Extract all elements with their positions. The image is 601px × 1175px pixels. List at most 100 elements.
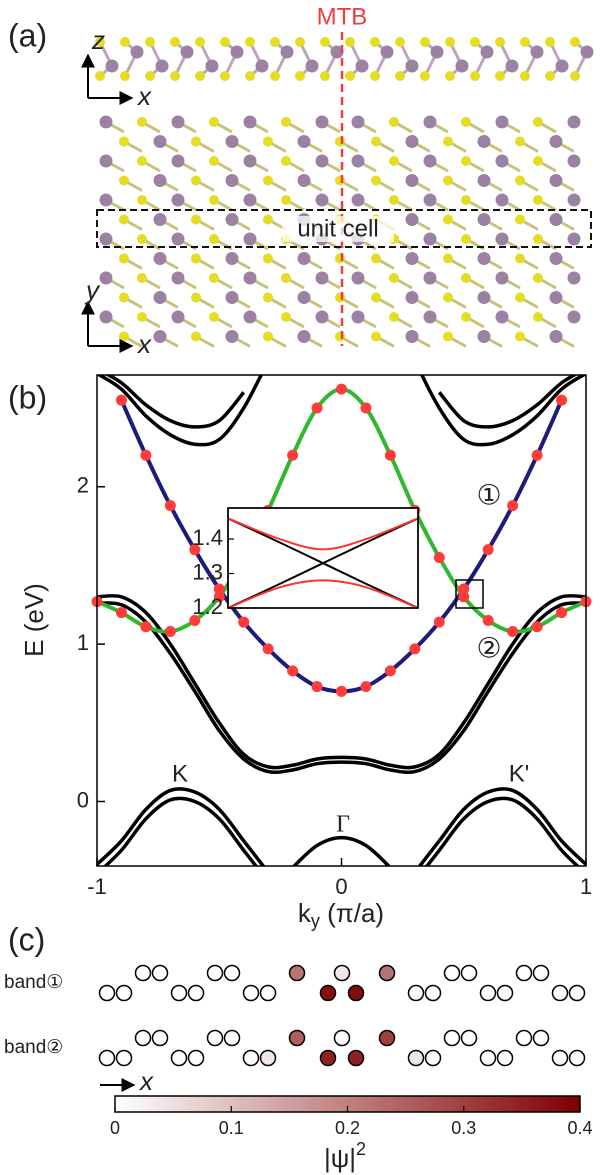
band-marker (409, 643, 421, 655)
atom (533, 195, 543, 205)
atom (370, 37, 380, 47)
atom (461, 273, 471, 283)
atom (495, 115, 509, 129)
atom (545, 37, 555, 47)
site (170, 984, 188, 1002)
site (223, 964, 241, 982)
atom (545, 71, 555, 81)
atom (245, 71, 255, 81)
site (333, 964, 351, 982)
atom (477, 330, 491, 343)
atom (209, 234, 219, 244)
atom (180, 45, 194, 59)
axis-name: y (84, 275, 101, 305)
site (515, 1029, 533, 1047)
annotation: Γ (336, 812, 350, 838)
label-part: |ψ| (324, 1143, 356, 1173)
band-marker (433, 616, 445, 628)
atom (263, 214, 273, 225)
band-marker (189, 615, 201, 626)
atom (137, 273, 147, 283)
atom (495, 232, 509, 246)
atom (515, 175, 525, 186)
atom (220, 37, 230, 47)
zoom-box (455, 579, 484, 609)
site (378, 964, 396, 982)
site (206, 1029, 224, 1047)
atom (153, 291, 167, 304)
atom (443, 214, 453, 225)
atom (443, 253, 453, 264)
atom (351, 271, 365, 285)
atom (405, 59, 419, 73)
band-marker (164, 500, 176, 512)
band-marker (556, 394, 568, 406)
label-subscript: y (311, 911, 320, 931)
atom (505, 59, 519, 73)
plot-frame (96, 374, 587, 867)
band-marker (140, 621, 152, 633)
x-axis-label: ky (π/a) (298, 898, 384, 931)
axis-name: x (138, 1066, 154, 1096)
atom (245, 37, 255, 47)
atom (119, 175, 129, 186)
atom (243, 154, 257, 168)
atom (137, 156, 147, 166)
atom (243, 115, 257, 129)
atom (477, 291, 491, 304)
site (347, 1049, 365, 1067)
site (460, 1029, 478, 1047)
atom (567, 310, 581, 324)
atom (445, 71, 455, 81)
atom (243, 193, 257, 207)
atom (195, 37, 205, 47)
atom (555, 59, 569, 73)
site (259, 984, 277, 1002)
site (223, 1029, 241, 1047)
atom (461, 117, 471, 127)
label-part: (π/a) (320, 898, 384, 928)
boundary-label: MTB (317, 3, 368, 30)
atom (515, 331, 525, 342)
site (151, 964, 169, 982)
band-marker (164, 626, 176, 638)
atom (405, 252, 419, 265)
site (479, 1049, 497, 1067)
atom (137, 312, 147, 322)
site (134, 964, 152, 982)
band-marker (336, 383, 347, 395)
site (424, 1049, 442, 1067)
band-marker (507, 626, 519, 638)
y-axis-label: E (eV) (19, 583, 49, 657)
band-line (228, 517, 418, 608)
atom (297, 174, 311, 187)
atom (281, 117, 291, 127)
atom (155, 59, 169, 73)
atom (99, 193, 113, 207)
x-tick-label: 0 (335, 874, 347, 899)
atom (99, 271, 113, 285)
atom (119, 331, 129, 342)
y-tick-label: 2 (77, 473, 89, 498)
annotation: K' (509, 760, 530, 787)
atom (255, 59, 269, 73)
site (496, 1049, 514, 1067)
atom (470, 37, 480, 47)
atom (281, 195, 291, 205)
site (479, 984, 497, 1002)
atom (430, 45, 444, 59)
atom (225, 213, 239, 226)
atom (119, 214, 129, 225)
atom (515, 136, 525, 147)
site (319, 984, 337, 1002)
atom (580, 45, 594, 59)
atom (495, 310, 509, 324)
atom (191, 253, 201, 264)
atom (420, 37, 430, 47)
atom (195, 71, 205, 81)
atom (470, 71, 480, 81)
site (496, 984, 514, 1002)
atom (130, 45, 144, 59)
atom (120, 37, 130, 47)
atom (567, 154, 581, 168)
